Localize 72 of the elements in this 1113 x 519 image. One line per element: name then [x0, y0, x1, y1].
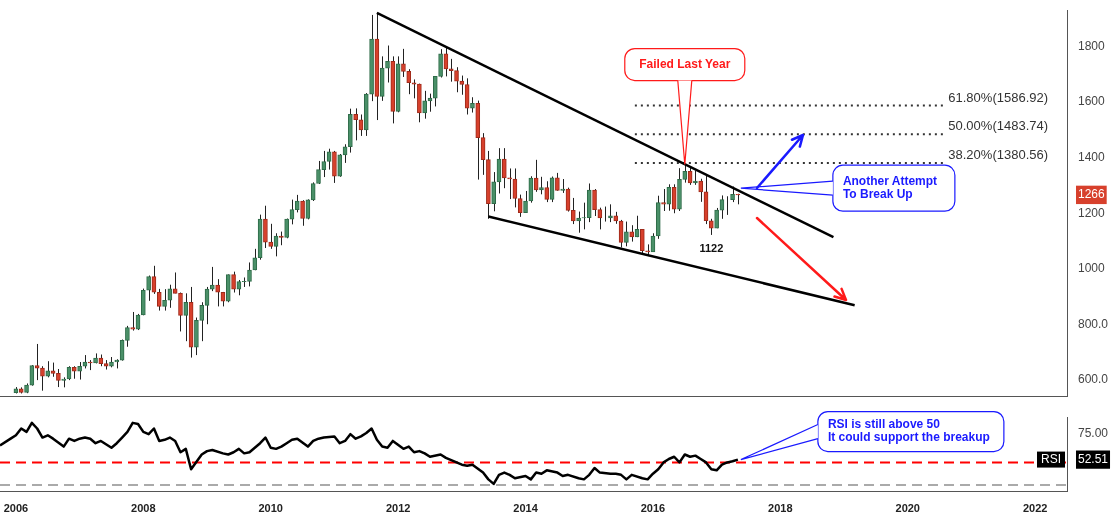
- x-tick-label: 2008: [131, 502, 156, 515]
- y-tick-label: 1200: [1078, 205, 1106, 220]
- ref-line-label: 50.00%(1483.74): [948, 118, 1049, 134]
- y-tick-label: 600.0: [1078, 372, 1109, 387]
- candlestick: [310, 181, 316, 202]
- candlestick: [438, 48, 443, 79]
- annotation: RSI is still above 50 It could support the breakup: [827, 417, 990, 445]
- candlestick: [162, 288, 167, 312]
- candlestick: [639, 228, 645, 255]
- candlestick: [247, 261, 252, 287]
- candlestick: [448, 58, 454, 83]
- candlestick: [507, 167, 512, 200]
- candlestick: [385, 45, 390, 84]
- candlestick: [130, 311, 136, 332]
- candlestick: [698, 178, 704, 203]
- candlestick: [141, 288, 146, 316]
- x-tick-label: 2014: [513, 502, 539, 515]
- candlestick: [353, 107, 358, 141]
- candlestick: [592, 188, 597, 217]
- candlestick: [454, 66, 459, 93]
- candlestick: [146, 275, 151, 302]
- x-tick-label: 2016: [640, 502, 666, 515]
- candlestick: [332, 150, 337, 184]
- candlestick: [263, 205, 268, 249]
- candlestick: [56, 368, 61, 388]
- annotation: Another Attempt To Break Up: [842, 174, 938, 202]
- y-tick-label: 52.51: [1078, 451, 1109, 466]
- candlestick: [300, 199, 305, 227]
- x-tick-label: 2020: [895, 502, 920, 515]
- x-tick-label: 2010: [258, 502, 283, 515]
- y-tick-label: 1000: [1078, 261, 1106, 276]
- x-tick-label: 2022: [1022, 502, 1048, 515]
- candlestick: [411, 78, 417, 99]
- candlestick: [401, 48, 406, 78]
- y-tick-label: 1400: [1078, 149, 1106, 164]
- candlestick: [517, 194, 523, 218]
- candlestick: [178, 292, 183, 332]
- candlestick: [422, 90, 428, 120]
- candlestick: [544, 180, 550, 203]
- x-tick-label: 2018: [768, 502, 793, 515]
- annotation: Failed Last Year: [639, 56, 731, 71]
- y-tick-label: 1600: [1078, 94, 1106, 109]
- candlestick: [231, 271, 236, 293]
- candlestick: [125, 325, 130, 348]
- candlestick: [624, 221, 629, 247]
- candlestick: [321, 150, 327, 178]
- candlestick: [268, 223, 274, 250]
- y-tick-label: 800.0: [1078, 316, 1109, 331]
- candlestick: [682, 164, 688, 184]
- candlestick: [432, 75, 438, 107]
- x-tick-label: 2006: [3, 502, 29, 515]
- candlestick: [501, 147, 507, 189]
- candlestick: [87, 359, 93, 371]
- y-tick-label: 75.00: [1078, 426, 1109, 441]
- candlestick: [523, 190, 528, 214]
- ref-line-label: 38.20%(1380.56): [948, 147, 1049, 163]
- y-tick-label: 1800: [1078, 38, 1106, 53]
- candlestick: [40, 365, 45, 392]
- y-axis-title: RSI: [1041, 451, 1062, 466]
- candlestick: [241, 276, 247, 288]
- candlestick: [156, 288, 162, 312]
- ref-line-label: 61.80%(1586.92): [948, 89, 1049, 105]
- candlestick: [491, 171, 497, 212]
- candlestick: [570, 197, 576, 225]
- y-tick-label: 1266: [1078, 187, 1106, 202]
- candlestick: [183, 292, 189, 342]
- annotation: 1122: [699, 241, 724, 254]
- x-tick-label: 2012: [385, 502, 411, 515]
- candlestick: [215, 278, 220, 307]
- candlestick: [671, 183, 677, 214]
- candlestick: [199, 301, 205, 342]
- candlestick: [406, 68, 412, 95]
